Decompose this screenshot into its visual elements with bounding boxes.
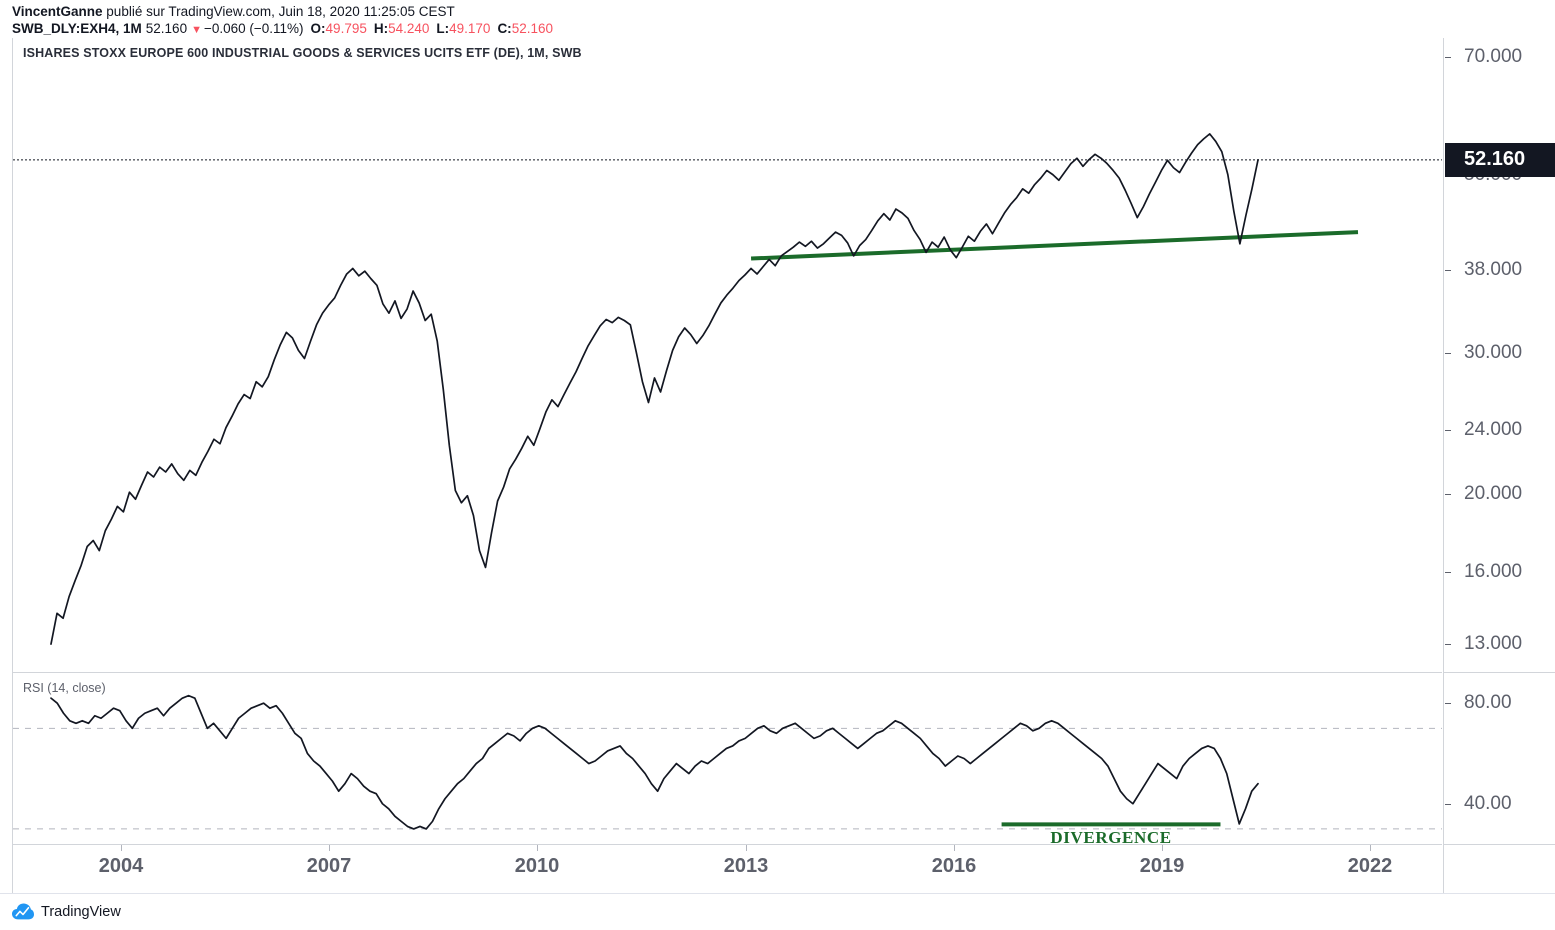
time-axis-label: 2013 (723, 855, 769, 877)
price-axis-tick (1445, 430, 1451, 432)
price-axis-label: 24.000 (1464, 419, 1523, 441)
time-axis-label: 2004 (98, 855, 144, 877)
time-axis-label: 2010 (514, 855, 560, 877)
rsi-axis-tick (1445, 703, 1451, 705)
rsi-pane-legend: RSI (14, close) (23, 681, 106, 695)
author-name: VincentGanne (12, 4, 103, 19)
price-plot (13, 133, 1442, 645)
price-axis-tick (1445, 270, 1451, 272)
price-axis-tick (1445, 644, 1451, 646)
low-key: L: (436, 21, 450, 36)
tradingview-logo-icon (12, 903, 34, 921)
price-line-series (50, 133, 1259, 645)
price-axis-label: 16.000 (1464, 560, 1523, 582)
publish-info: publié sur TradingView.com, Juin 18, 202… (106, 4, 455, 19)
rsi-axis-label: 40.00 (1464, 792, 1512, 814)
price-axis-tick (1445, 57, 1451, 59)
price-axis-tick (1445, 493, 1451, 495)
price-axis-label: 70.000 (1464, 46, 1523, 68)
symbol-label[interactable]: SWB_DLY:EXH4, 1M (12, 21, 142, 36)
divergence-annotation-label: DIVERGENCE (1050, 828, 1172, 848)
rsi-axis-tick (1445, 803, 1451, 805)
tradingview-brand-label: TradingView (41, 904, 121, 920)
time-axis-tick (954, 845, 955, 851)
down-arrow-icon: ▼ (191, 24, 202, 36)
ticker-header: VincentGanne publié sur TradingView.com,… (0, 0, 1555, 40)
last-price: 52.160 (145, 21, 188, 36)
axis-corner (1443, 844, 1555, 893)
symbol-quote-line: SWB_DLY:EXH4, 1M 52.160 ▼ −0.060 (−0.11%) O:… (12, 20, 1555, 39)
price-axis-label: 30.000 (1464, 341, 1523, 363)
rsi-axis-label: 80.00 (1464, 692, 1512, 714)
time-axis-tick (121, 845, 122, 851)
time-axis-tick (1162, 845, 1163, 851)
rsi-axis[interactable]: 40.00 80.00 (1443, 672, 1555, 844)
price-axis-label: 20.000 (1464, 482, 1523, 504)
time-axis-label: 2019 (1139, 855, 1185, 877)
price-axis-tick (1445, 352, 1451, 354)
time-axis-label: 2007 (306, 855, 352, 877)
high-key: H: (373, 21, 389, 36)
high-value: 54.240 (388, 21, 430, 36)
open-key: O: (310, 21, 326, 36)
rsi-line-series (50, 694, 1259, 830)
price-pane-legend: ISHARES STOXX EUROPE 600 INDUSTRIAL GOOD… (23, 46, 582, 60)
price-axis-label: 13.000 (1464, 633, 1523, 655)
time-axis-tick (537, 845, 538, 851)
close-value: 52.160 (511, 21, 553, 36)
price-axis-label: 38.000 (1464, 259, 1523, 281)
low-value: 49.170 (449, 21, 491, 36)
last-price-badge: 52.160 (1445, 142, 1555, 177)
publisher-line: VincentGanne publié sur TradingView.com,… (12, 3, 1555, 20)
open-value: 49.795 (325, 21, 367, 36)
time-axis-tick (329, 845, 330, 851)
price-change: −0.060 (−0.11%) (203, 21, 304, 36)
time-axis-tick (746, 845, 747, 851)
time-axis-label: 2016 (931, 855, 977, 877)
close-key: C: (497, 21, 512, 36)
time-axis-tick (1370, 845, 1371, 851)
chart-frame: ISHARES STOXX EUROPE 600 INDUSTRIAL GOOD… (0, 38, 1555, 893)
time-axis-label: 2022 (1347, 855, 1393, 877)
rsi-pane[interactable]: RSI (14, close) DIVERGENCE (12, 672, 1442, 847)
rsi-plot (13, 694, 1442, 830)
price-axis[interactable]: 52.160 13.000 16.000 20.000 24.000 30.000 38.… (1443, 38, 1555, 672)
footer-bar: TradingView (0, 893, 1555, 930)
price-axis-tick (1445, 571, 1451, 573)
price-pane[interactable]: ISHARES STOXX EUROPE 600 INDUSTRIAL GOOD… (12, 38, 1442, 672)
time-axis[interactable]: 2004 2007 2010 2013 2016 2019 2022 (12, 844, 1442, 893)
